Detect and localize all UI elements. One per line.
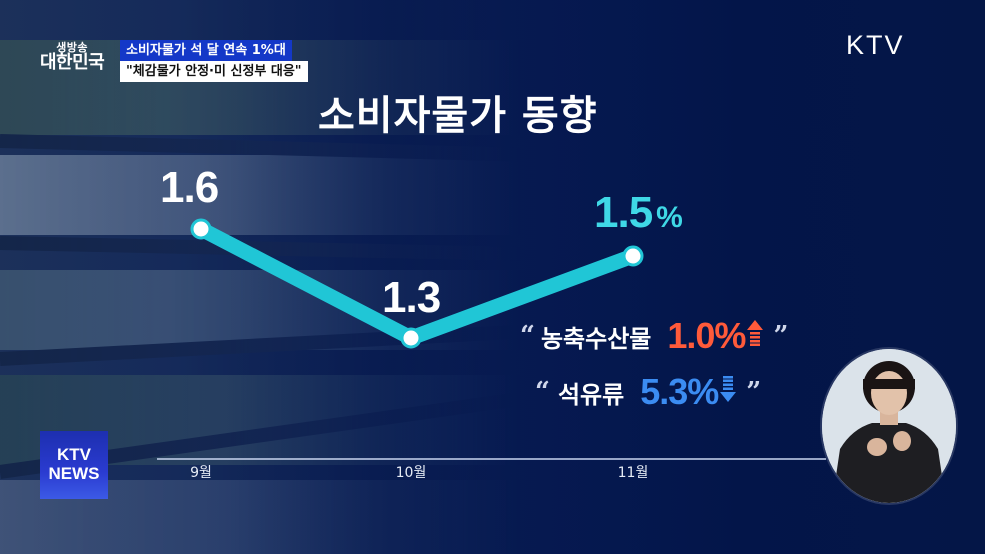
headline-bottom: "체감물가 안정·미 신정부 대응" [120,61,308,82]
x-tick-oct: 10월 [395,465,427,481]
arrow-down-icon [720,376,737,408]
oil-note: “ 석유류 5.3% ” [535,371,761,413]
interpreter-figure [822,349,956,503]
program-live-label: 생방송 [56,41,89,54]
open-quote: “ [535,377,550,407]
data-point-nov [622,245,644,267]
x-tick-sep: 9월 [190,465,212,481]
close-quote: ” [773,321,789,351]
value-label-sep: 1.6 [160,163,219,212]
value-label-nov-unit: % [656,201,683,234]
oil-label: 석유류 [557,380,625,409]
program-logo: 생방송 대한민국 [40,41,105,73]
ktv-news-logo: KTV NEWS [40,431,108,499]
chart-title: 소비자물가 동향 [318,93,598,139]
data-point-oct [400,327,422,349]
close-quote: ” [746,377,762,407]
headline-top: 소비자물가 석 달 연속 1%대 [120,40,292,61]
value-label-oct: 1.3 [382,273,441,322]
program-title: 대한민국 [40,52,105,73]
ktv-news-logo-line2: NEWS [48,464,100,483]
value-label-nov-number: 1.5 [594,188,653,237]
open-quote: “ [520,321,535,351]
ktv-news-logo-line1: KTV [57,445,91,464]
agri-value: 1.0% [667,315,746,356]
x-tick-nov: 11월 [617,465,649,481]
oil-value: 5.3% [640,371,719,412]
data-point-sep [190,218,212,240]
agri-note: “ 농축수산물 1.0% ” [520,315,788,357]
ktv-channel-logo: KTV [846,30,905,60]
value-label-nov: 1.5% [594,188,683,238]
sign-language-interpreter-inset [822,349,956,503]
arrow-up-icon [747,320,764,352]
agri-label: 농축수산물 [540,324,652,353]
